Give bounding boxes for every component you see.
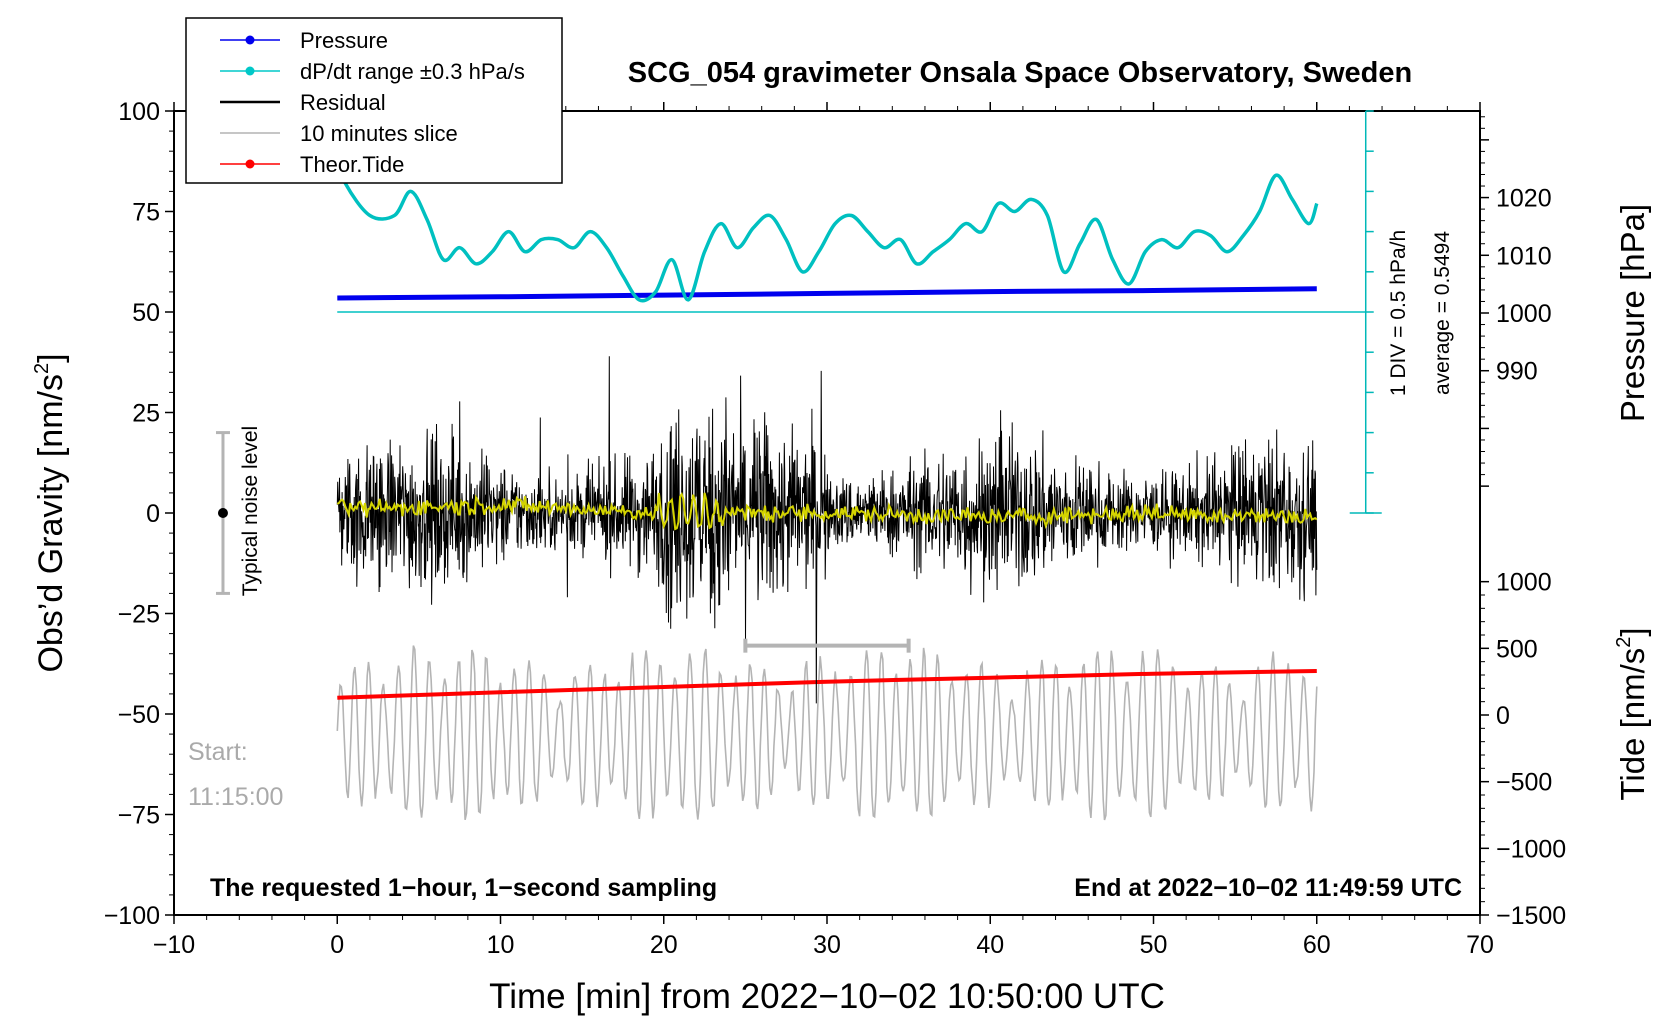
x-tick-label: −10: [153, 931, 195, 959]
y-tick-tide-label: 1000: [1496, 569, 1552, 597]
chart-title: SCG_054 gravimeter Onsala Space Observat…: [628, 57, 1412, 89]
y-tick-pressure-label: 1010: [1496, 242, 1552, 270]
legend-entry-label: Residual: [300, 90, 386, 115]
y-tick-tide-label: −1500: [1496, 902, 1566, 930]
y-axis-left-label: Obs’d Gravity [nm/s2]: [31, 353, 70, 672]
y-tick-left-label: 100: [118, 98, 160, 126]
x-tick-label: 50: [1140, 931, 1168, 959]
x-tick-label: 10: [487, 931, 515, 959]
y-axis-left-label-end: ]: [32, 353, 70, 362]
x-tick-label: 40: [976, 931, 1004, 959]
y-tick-left-label: 0: [146, 500, 160, 528]
svg-text:Tide [nm/s2]: Tide [nm/s2]: [1613, 627, 1651, 800]
svg-text:average = 0.5494: average = 0.5494: [1431, 231, 1454, 395]
y-tick-pressure-label: 990: [1496, 358, 1538, 386]
x-tick-label: 0: [330, 931, 344, 959]
legend-swatch-dot: [245, 35, 255, 45]
chart-markers: [215, 110, 1382, 653]
legend-entry-label: Pressure: [300, 28, 388, 53]
svg-text:1 DIV = 0.5 hPa/h: 1 DIV = 0.5 hPa/h: [1387, 230, 1410, 396]
tide-series-line: [337, 669, 1317, 700]
y-tick-left-label: −25: [118, 601, 160, 629]
y-axis-tide-label: Tide [nm/s2]: [1613, 627, 1651, 800]
y-tick-tide-label: 500: [1496, 635, 1538, 663]
legend-box: [185, 17, 563, 184]
y-tick-left-label: 25: [132, 400, 160, 428]
axis-ticks: −10 0 10 20 30 40 50 60 70−100−75−50−25025507510…: [104, 98, 1567, 959]
bottom-left-note: The requested 1−hour, 1−second sampling: [210, 874, 717, 902]
legend-entry-label: 10 minutes slice: [300, 121, 458, 146]
start-label: Start:: [188, 738, 248, 766]
noise-bar-center-dot: [217, 508, 228, 518]
residual-series-line: [336, 356, 1318, 704]
y-axis-left-label-sup: 2: [31, 363, 53, 374]
y-axis-tide-label-end: ]: [1614, 627, 1651, 636]
y-tick-tide-label: −500: [1496, 769, 1552, 797]
legend-entries: Pressure dP/dt range ±0.3 hPa/s Residual 10…: [220, 28, 525, 177]
y-tick-tide-label: −1000: [1496, 835, 1566, 863]
dpdt-scale-label: 1 DIV = 0.5 hPa/h: [1387, 230, 1410, 396]
slice-series-line: [336, 645, 1318, 821]
legend-entry-label: Theor.Tide: [300, 152, 404, 177]
y-axis-tide-label-sup: 2: [1613, 637, 1635, 648]
y-tick-pressure-label: 1020: [1496, 185, 1552, 213]
legend: Pressure dP/dt range ±0.3 hPa/s Residual 10…: [185, 17, 563, 184]
y-tick-left-label: −75: [118, 802, 160, 830]
x-tick-label: 30: [813, 931, 841, 959]
data-series: [335, 154, 1366, 821]
bottom-right-note: End at 2022−10−02 11:49:59 UTC: [1074, 874, 1462, 902]
y-tick-left-label: 75: [132, 199, 160, 227]
y-tick-pressure-label: 1000: [1496, 300, 1552, 328]
x-tick-label: 70: [1466, 931, 1494, 959]
legend-entry-label: dP/dt range ±0.3 hPa/s: [300, 59, 525, 84]
start-time: 11:15:00: [188, 783, 283, 811]
svg-text:Pressure [hPa]: Pressure [hPa]: [1614, 204, 1651, 422]
y-axis-pressure-label: Pressure [hPa]: [1614, 204, 1651, 422]
x-axis-label: Time [min] from 2022−10−02 10:50:00 UTC: [489, 977, 1165, 1016]
y-tick-left-label: −100: [104, 902, 160, 930]
pressure-series-line: [337, 286, 1317, 301]
y-tick-left-label: 50: [132, 299, 160, 327]
y-axis-tide-label-main: Tide [nm/s: [1614, 648, 1651, 801]
dpdt-series-line: [335, 154, 1319, 303]
y-tick-tide-label: 0: [1496, 702, 1510, 730]
y-tick-left-label: −50: [118, 701, 160, 729]
residual-smoothed-series-line: [336, 491, 1318, 531]
legend-swatch-dot: [245, 66, 255, 76]
svg-text:Obs’d Gravity [nm/s2]: Obs’d Gravity [nm/s2]: [31, 353, 70, 672]
x-tick-label: 60: [1303, 931, 1331, 959]
noise-level-label: Typical noise level: [239, 426, 262, 596]
dpdt-average-label: average = 0.5494: [1431, 231, 1454, 395]
svg-text:Typical noise level: Typical noise level: [239, 426, 262, 596]
x-tick-label: 20: [650, 931, 678, 959]
y-axis-left-label-main: Obs’d Gravity [nm/s: [32, 374, 70, 673]
legend-swatch-dot: [245, 159, 255, 169]
